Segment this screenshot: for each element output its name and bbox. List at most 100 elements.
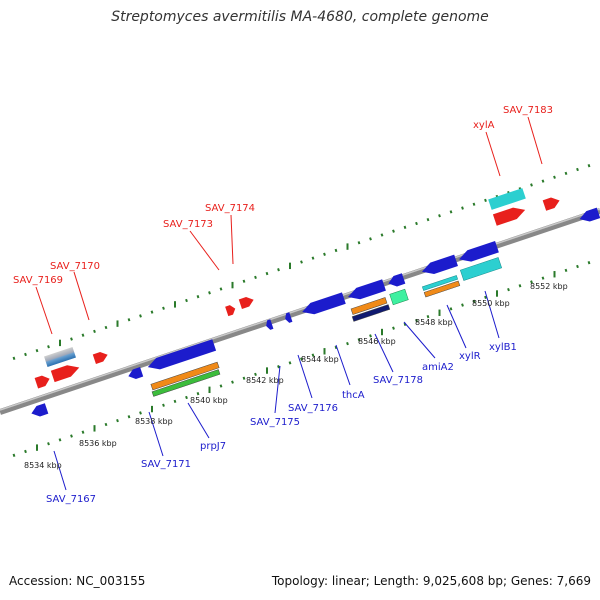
leader-line [189, 230, 220, 271]
leader-line [527, 116, 543, 165]
minor-tick [449, 307, 453, 311]
kbp-label: 8546 kbp [358, 337, 396, 346]
leader-line [484, 290, 500, 339]
minor-tick [81, 333, 85, 337]
minor-tick [530, 183, 533, 187]
minor-tick [231, 380, 234, 384]
minor-tick [461, 206, 464, 210]
minor-tick [265, 271, 269, 276]
minor-tick [104, 325, 108, 330]
gene-label[interactable]: SAV_7176 [288, 403, 338, 414]
kbp-label: 8548 kbp [415, 318, 453, 327]
gene-arrow-reverse [302, 292, 346, 315]
label-leaders [35, 116, 543, 491]
minor-tick [311, 353, 315, 357]
gene-arrow-forward [50, 365, 80, 383]
bottom-tick-track [12, 261, 591, 457]
leader-line [35, 286, 53, 335]
leader-line [274, 365, 281, 414]
kbp-label: 8540 kbp [190, 396, 228, 405]
minor-tick [139, 314, 142, 318]
major-tick [36, 444, 38, 451]
leader-line [73, 271, 90, 321]
minor-tick [35, 348, 39, 353]
minor-tick [300, 260, 303, 264]
gene-bar-orange [423, 280, 461, 298]
minor-tick [587, 261, 591, 265]
gene-block-cyan [459, 257, 503, 281]
minor-tick [254, 275, 257, 280]
gene-label[interactable]: xylA [473, 120, 495, 131]
kbp-label: 8538 kbp [135, 417, 173, 426]
minor-tick [472, 299, 476, 303]
gene-label[interactable]: SAV_7169 [13, 275, 63, 286]
minor-tick [403, 225, 407, 229]
minor-tick [300, 357, 303, 361]
gene-label[interactable]: prpJ7 [200, 441, 226, 452]
gene-arrow-forward [492, 207, 526, 226]
gene-arrow-reverse [388, 273, 406, 287]
gene-label[interactable]: SAV_7178 [373, 375, 423, 386]
minor-tick [369, 237, 372, 241]
leader-line [485, 131, 501, 177]
minor-tick [139, 411, 142, 415]
gene-arrow-reverse [128, 367, 144, 379]
minor-tick [127, 318, 131, 322]
minor-tick [208, 291, 211, 295]
gene-arrow-reverse [579, 207, 600, 222]
gene-label[interactable]: thcA [342, 390, 365, 401]
gene-label[interactable]: SAV_7174 [205, 203, 255, 214]
gene-label[interactable]: SAV_7167 [46, 494, 96, 505]
minor-tick [219, 287, 223, 291]
minor-tick [564, 268, 568, 273]
minor-tick [116, 418, 119, 423]
gene-arrow-reverse [266, 319, 274, 330]
gene-arrow-reverse [147, 339, 217, 370]
minor-tick [472, 202, 476, 206]
minor-tick [576, 264, 579, 269]
minor-tick [587, 164, 591, 168]
leader-line [230, 214, 234, 265]
genome-backbone-highlight [0, 208, 600, 411]
minor-tick [346, 341, 349, 346]
leader-line [187, 402, 210, 439]
major-tick [93, 425, 96, 432]
gene-features [31, 188, 600, 417]
gene-block-cyan [488, 188, 526, 210]
gene-arrow-forward [92, 352, 108, 364]
major-tick [289, 262, 291, 270]
minor-tick [70, 337, 73, 341]
major-tick [266, 367, 268, 374]
gene-label[interactable]: xylB1 [489, 342, 517, 353]
gene-label[interactable]: SAV_7171 [141, 459, 191, 470]
minor-tick [127, 415, 131, 419]
leader-line [53, 450, 67, 491]
minor-tick [196, 295, 200, 299]
gene-label[interactable]: SAV_7170 [50, 261, 100, 272]
gene-arrow-forward [34, 375, 50, 389]
minor-tick [93, 329, 96, 333]
minor-tick [415, 318, 418, 323]
gene-label[interactable]: SAV_7173 [163, 219, 213, 230]
minor-tick [449, 210, 453, 214]
minor-tick [185, 298, 188, 303]
kbp-label: 8536 kbp [79, 439, 117, 448]
gene-label[interactable]: SAV_7183 [503, 105, 553, 116]
gene-arrow-reverse [31, 403, 49, 417]
gene-label[interactable]: SAV_7175 [250, 417, 300, 428]
minor-tick [47, 442, 50, 446]
genome-backbone [0, 208, 600, 415]
minor-tick [530, 280, 533, 284]
minor-tick [357, 241, 361, 245]
top-tick-track [12, 164, 591, 360]
gene-label[interactable]: amiA2 [422, 362, 454, 373]
major-tick [208, 386, 211, 394]
minor-tick [311, 256, 315, 260]
minor-tick [426, 217, 430, 222]
minor-tick [392, 229, 395, 233]
minor-tick [12, 453, 16, 457]
gene-label[interactable]: xylR [459, 351, 481, 362]
minor-tick [162, 306, 165, 310]
minor-tick [484, 198, 487, 203]
